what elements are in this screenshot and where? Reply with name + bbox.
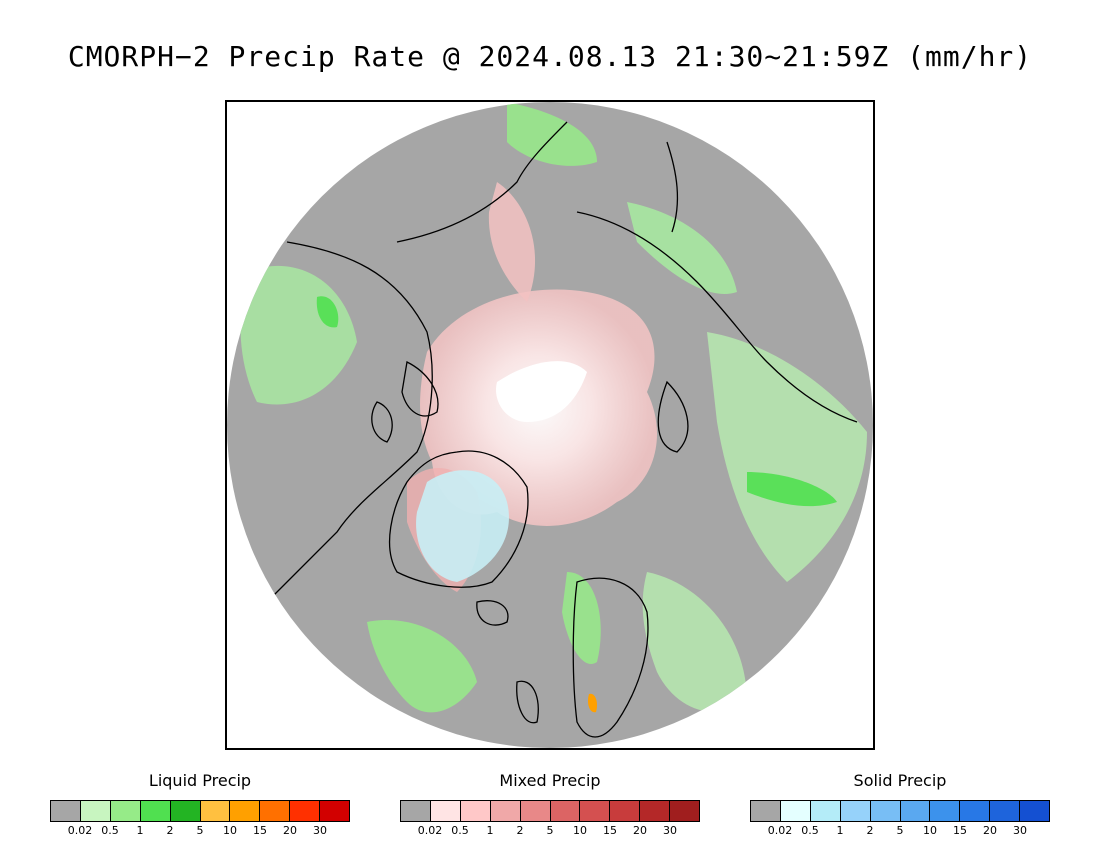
coastline-siberia — [576, 211, 858, 423]
legend-tick-label: 10 — [223, 824, 237, 837]
legend-tick-label: 5 — [546, 824, 554, 837]
coastline-kamchatka — [666, 141, 679, 233]
legend-tick-label: 1 — [836, 824, 844, 837]
legend-swatch — [170, 801, 201, 821]
liquid-precip-scandinavia — [562, 572, 601, 664]
tick-labels: 0.02 0.5 1 2 5 10 15 20 30 — [50, 824, 350, 840]
legend-solid-precip: Solid Precip 0.02 0.5 1 2 5 10 15 20 30 — [750, 770, 1050, 840]
legend-tick-label: 0.02 — [767, 824, 793, 837]
legend-tick-label: 5 — [196, 824, 204, 837]
legend-swatch — [670, 801, 700, 821]
legend-swatch — [490, 801, 521, 821]
legend-swatch — [290, 801, 321, 821]
legend-tick-label: 1 — [136, 824, 144, 837]
legend-swatch — [840, 801, 871, 821]
legend-swatch — [401, 801, 431, 821]
legend-swatch — [460, 801, 491, 821]
pole-white-core — [496, 361, 587, 422]
legend-swatch — [110, 801, 141, 821]
legend-swatch — [780, 801, 811, 821]
map-frame — [225, 100, 875, 750]
legend-swatch — [580, 801, 611, 821]
legend-swatch — [51, 801, 81, 821]
coastline-britain — [516, 680, 539, 724]
legend-tick-label: 2 — [516, 824, 524, 837]
legend-swatch — [960, 801, 991, 821]
liquid-precip-atlantic — [367, 620, 477, 713]
coastline-canada — [266, 241, 433, 603]
coastline-scandinavia — [572, 577, 649, 738]
legend-tick-label: 15 — [603, 824, 617, 837]
legend-tick-label: 0.5 — [801, 824, 819, 837]
legend-swatch — [1020, 801, 1050, 821]
legend-tick-label: 5 — [896, 824, 904, 837]
liquid-precip-europe — [642, 572, 747, 712]
tick-labels: 0.02 0.5 1 2 5 10 15 20 30 — [750, 824, 1050, 840]
legend-swatch — [990, 801, 1021, 821]
liquid-precip-pacific — [507, 102, 597, 166]
legend-swatch — [320, 801, 350, 821]
legend-tick-label: 15 — [253, 824, 267, 837]
legend-tick-label: 20 — [633, 824, 647, 837]
heavy-precip-baltic — [587, 693, 598, 713]
coastline-taymyr — [657, 380, 689, 453]
legend-swatch — [230, 801, 261, 821]
legend-swatch — [200, 801, 231, 821]
legend-title: Mixed Precip — [499, 771, 601, 790]
legend-title: Liquid Precip — [148, 771, 252, 790]
legend-swatch — [140, 801, 171, 821]
legend-swatch — [610, 801, 641, 821]
legend-tick-label: 30 — [663, 824, 677, 837]
legend-tick-label: 20 — [283, 824, 297, 837]
color-bar — [750, 800, 1050, 822]
legend-mixed-precip: Mixed Precip 0.02 0.5 1 2 5 10 15 20 30 — [400, 770, 700, 840]
legend-swatch — [870, 801, 901, 821]
coastline-alaska — [396, 121, 568, 243]
legend-swatch — [520, 801, 551, 821]
legend-tick-label: 0.02 — [417, 824, 443, 837]
liquid-precip-canada-strong — [316, 296, 339, 328]
legend-swatch — [930, 801, 961, 821]
liquid-precip-siberia — [627, 202, 737, 294]
tick-labels: 0.02 0.5 1 2 5 10 15 20 30 — [400, 824, 700, 840]
legend-tick-label: 30 — [1013, 824, 1027, 837]
coastline-greenland — [389, 450, 529, 588]
legend-tick-label: 30 — [313, 824, 327, 837]
polar-map — [227, 102, 873, 748]
legend-swatch — [550, 801, 581, 821]
legend-swatch — [810, 801, 841, 821]
legend-tick-label: 20 — [983, 824, 997, 837]
mixed-precip-band-north — [488, 182, 536, 302]
legend-tick-label: 0.5 — [101, 824, 119, 837]
precip-layer — [240, 102, 867, 713]
legend-liquid-precip: Liquid Precip 0.02 0.5 1 2 5 10 15 20 30 — [50, 770, 350, 840]
legend-swatch — [430, 801, 461, 821]
legend-tick-label: 2 — [166, 824, 174, 837]
color-bar — [50, 800, 350, 822]
liquid-precip-eurasia — [707, 332, 867, 582]
legend-tick-label: 10 — [923, 824, 937, 837]
legend-tick-label: 1 — [486, 824, 494, 837]
color-bar — [400, 800, 700, 822]
legend-tick-label: 0.02 — [67, 824, 93, 837]
legend-swatch — [751, 801, 781, 821]
solid-precip-greenland — [416, 470, 509, 582]
legend-title: Solid Precip — [853, 771, 947, 790]
legend-tick-label: 15 — [953, 824, 967, 837]
legend-swatch — [900, 801, 931, 821]
page-title: CMORPH−2 Precip Rate @ 2024.08.13 21:30~… — [67, 40, 1033, 73]
legend-tick-label: 2 — [866, 824, 874, 837]
coastline-arctic-archipelago — [371, 361, 439, 443]
coastlines — [266, 121, 858, 738]
legend-swatch — [80, 801, 111, 821]
legend-swatch — [260, 801, 291, 821]
legend-tick-label: 10 — [573, 824, 587, 837]
liquid-precip-russia-strong — [747, 472, 837, 507]
coastline-iceland — [476, 600, 509, 626]
legend-tick-label: 0.5 — [451, 824, 469, 837]
legend-swatch — [640, 801, 671, 821]
